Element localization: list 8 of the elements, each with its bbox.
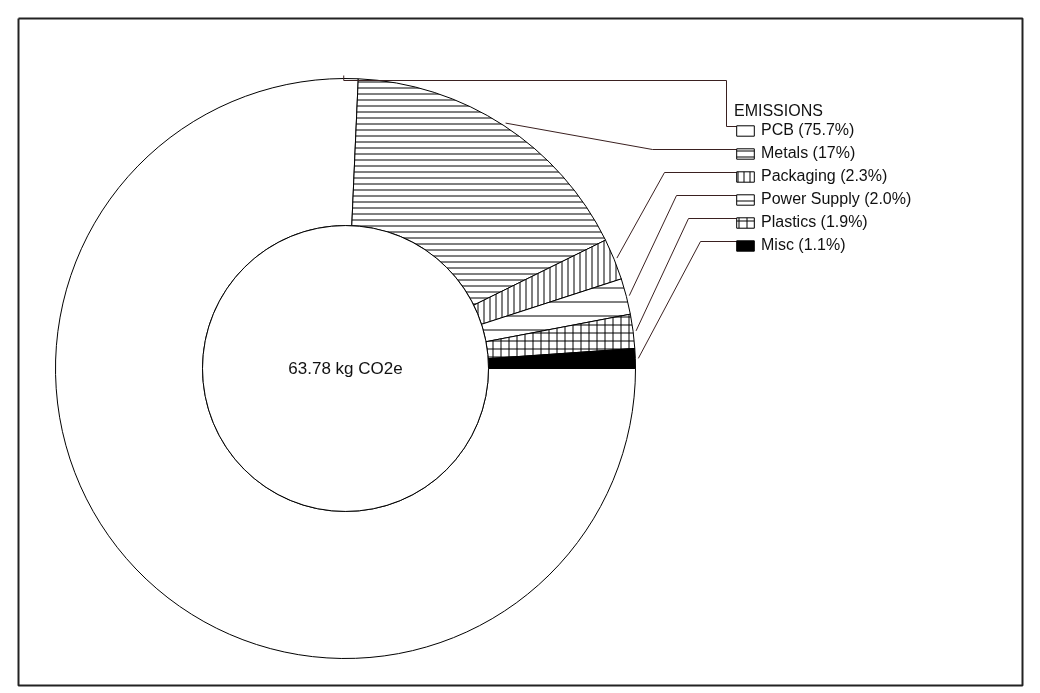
legend-title: EMISSIONS: [734, 102, 824, 120]
legend-label: Power Supply (2.0%): [761, 189, 912, 209]
text: 63.78 kg CO2e: [288, 359, 403, 378]
legend-label: PCB (75.7%): [761, 120, 855, 140]
legend-label: Plastics (1.9%): [761, 212, 868, 232]
legend-label: Metals (17%): [761, 143, 856, 163]
legend-label: Misc (1.1%): [761, 235, 846, 255]
legend-label: Packaging (2.3%): [761, 166, 888, 186]
